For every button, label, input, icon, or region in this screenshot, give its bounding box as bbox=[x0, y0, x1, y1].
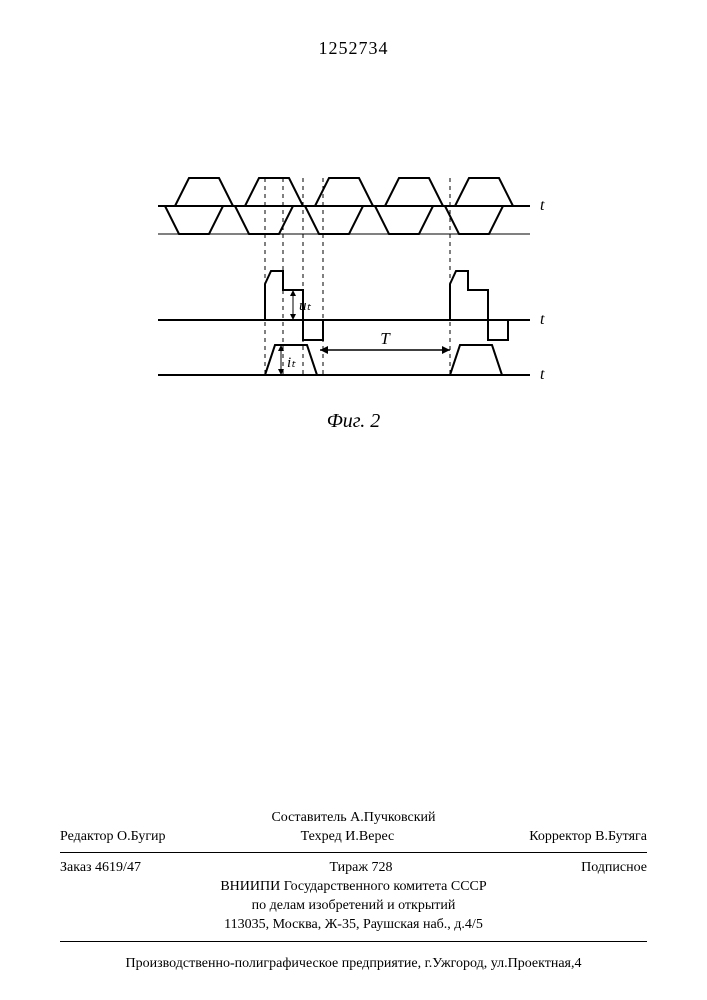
footer-corrector: Корректор В.Бутяга bbox=[529, 828, 647, 847]
footer-rule-1 bbox=[60, 852, 647, 853]
footer-rule-2 bbox=[60, 941, 647, 942]
figure-caption: Фиг. 2 bbox=[0, 410, 707, 433]
footer-order: Заказ 4619/47 bbox=[60, 859, 141, 878]
svg-text:t: t bbox=[540, 197, 545, 214]
footer-techred: Техред И.Верес bbox=[301, 828, 395, 847]
svg-text:t: t bbox=[540, 366, 545, 383]
footer-editor: Редактор О.Бугир bbox=[60, 828, 166, 847]
footer-block: Составитель А.Пучковский Редактор О.Буги… bbox=[60, 809, 647, 948]
footer-compiler: Составитель А.Пучковский bbox=[60, 809, 647, 828]
svg-text:t: t bbox=[540, 311, 545, 328]
patent-number: 1252734 bbox=[0, 38, 707, 59]
footer-printer: Производственно-полиграфическое предприя… bbox=[60, 956, 647, 972]
figure-2: абвtttuₜiₜT bbox=[150, 170, 550, 430]
svg-text:uₜ: uₜ bbox=[299, 298, 312, 314]
footer-org1: ВНИИПИ Государственного комитета СССР bbox=[60, 878, 647, 897]
footer-subscription: Подписное bbox=[581, 859, 647, 878]
svg-text:T: T bbox=[380, 329, 391, 348]
footer-circulation: Тираж 728 bbox=[329, 859, 392, 878]
svg-text:iₜ: iₜ bbox=[287, 355, 296, 371]
footer-org2: по делам изобретений и открытий bbox=[60, 897, 647, 916]
footer-addr: 113035, Москва, Ж-35, Раушская наб., д.4… bbox=[60, 916, 647, 935]
